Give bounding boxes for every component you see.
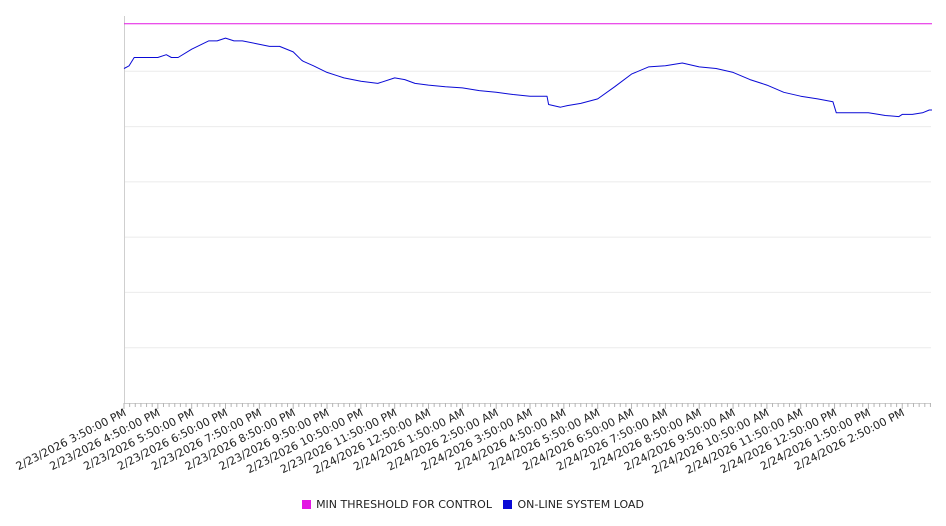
y-gridlines bbox=[124, 70, 931, 349]
x-tick-labels: 2/23/2026 3:50:00 PM2/23/2026 4:50:00 PM… bbox=[14, 406, 907, 477]
legend-label-system-load: ON-LINE SYSTEM LOAD bbox=[517, 498, 644, 511]
legend-label-threshold: MIN THRESHOLD FOR CONTROL bbox=[316, 498, 492, 511]
series-line-system-load bbox=[123, 37, 932, 118]
legend-swatch-threshold bbox=[302, 500, 312, 509]
legend-item-threshold[interactable]: MIN THRESHOLD FOR CONTROL bbox=[302, 498, 492, 511]
legend-item-system-load[interactable]: ON-LINE SYSTEM LOAD bbox=[503, 498, 644, 511]
legend-swatch-system-load bbox=[503, 500, 513, 509]
axes bbox=[123, 16, 931, 409]
series-lines bbox=[123, 23, 932, 118]
legend: MIN THRESHOLD FOR CONTROL ON-LINE SYSTEM… bbox=[0, 498, 946, 511]
